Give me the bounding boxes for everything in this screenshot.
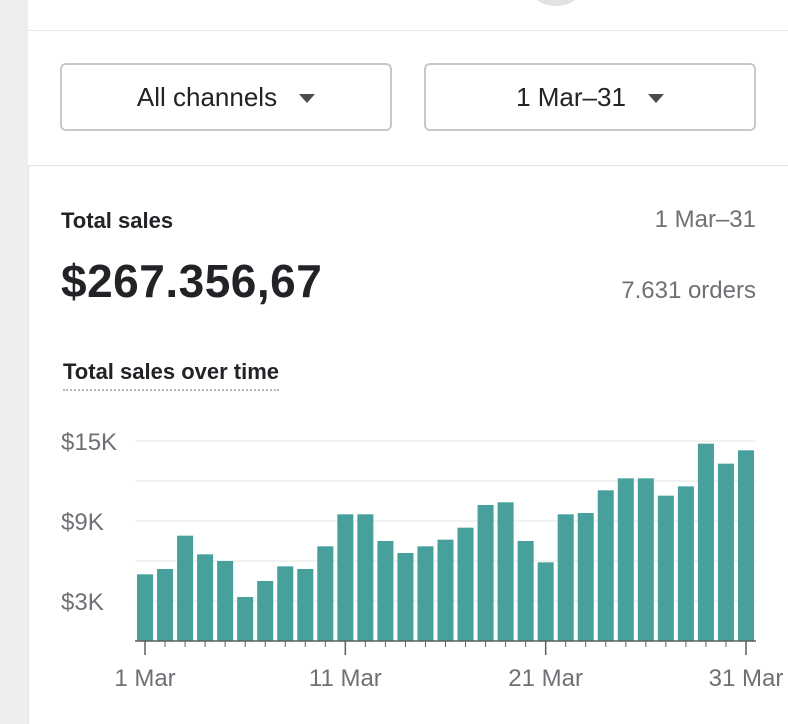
bar[interactable] bbox=[557, 514, 574, 641]
bar[interactable] bbox=[397, 553, 414, 641]
bar[interactable] bbox=[297, 569, 314, 641]
bar[interactable] bbox=[157, 569, 174, 641]
bar[interactable] bbox=[457, 527, 474, 641]
bar[interactable] bbox=[497, 502, 514, 641]
bar[interactable] bbox=[357, 514, 374, 641]
channel-select-label: All channels bbox=[136, 81, 278, 112]
bar[interactable] bbox=[177, 535, 194, 641]
channel-select[interactable]: All channels bbox=[60, 63, 392, 131]
caret-down-icon bbox=[647, 93, 664, 103]
orders-count: 7.631 orders bbox=[621, 277, 756, 304]
bar[interactable] bbox=[637, 478, 654, 641]
bar[interactable] bbox=[197, 554, 214, 641]
filter-bar: All channels 1 Mar–31 bbox=[28, 31, 788, 166]
bar[interactable] bbox=[577, 513, 594, 641]
y-tick-label: $3K bbox=[61, 589, 104, 616]
caret-down-icon bbox=[299, 93, 316, 103]
bar[interactable] bbox=[237, 597, 254, 641]
sales-card: Total sales 1 Mar–31 $267.356,67 7.631 o… bbox=[28, 166, 788, 724]
bar[interactable] bbox=[697, 443, 714, 641]
bar[interactable] bbox=[217, 561, 234, 641]
bar[interactable] bbox=[477, 505, 494, 641]
bar[interactable] bbox=[337, 514, 354, 641]
bar[interactable] bbox=[517, 541, 534, 641]
bar[interactable] bbox=[537, 562, 554, 641]
bar[interactable] bbox=[737, 450, 754, 641]
bar[interactable] bbox=[677, 486, 694, 641]
bar[interactable] bbox=[597, 490, 614, 641]
x-tick-label: 1 Mar bbox=[114, 665, 175, 692]
date-range-select[interactable]: 1 Mar–31 bbox=[424, 63, 756, 131]
chart-title[interactable]: Total sales over time bbox=[63, 359, 280, 391]
bar[interactable] bbox=[417, 546, 434, 641]
sales-bar-chart: $3K $9K $15K 1 Mar 11 Mar 21 Mar 31 Mar bbox=[61, 429, 784, 692]
top-bar bbox=[28, 0, 788, 31]
bar[interactable] bbox=[317, 546, 334, 641]
bar[interactable] bbox=[277, 566, 294, 641]
total-sales-value: $267.356,67 bbox=[61, 255, 323, 307]
bar[interactable] bbox=[257, 581, 274, 641]
x-tick-label: 31 Mar bbox=[709, 665, 784, 692]
bar[interactable] bbox=[437, 539, 454, 641]
date-range-select-label: 1 Mar–31 bbox=[516, 81, 626, 112]
bar[interactable] bbox=[617, 478, 634, 641]
avatar[interactable] bbox=[528, 0, 584, 6]
left-rail bbox=[0, 0, 29, 724]
bar[interactable] bbox=[377, 541, 394, 641]
x-tick-label: 21 Mar bbox=[508, 665, 583, 692]
bar[interactable] bbox=[657, 495, 674, 641]
x-tick-label: 11 Mar bbox=[309, 665, 382, 692]
metric-date-range: 1 Mar–31 bbox=[654, 206, 756, 233]
y-tick-label: $9K bbox=[61, 509, 104, 536]
y-tick-label: $15K bbox=[61, 429, 117, 456]
bar[interactable] bbox=[717, 463, 734, 641]
metric-title: Total sales bbox=[61, 208, 174, 233]
bar[interactable] bbox=[137, 574, 154, 641]
